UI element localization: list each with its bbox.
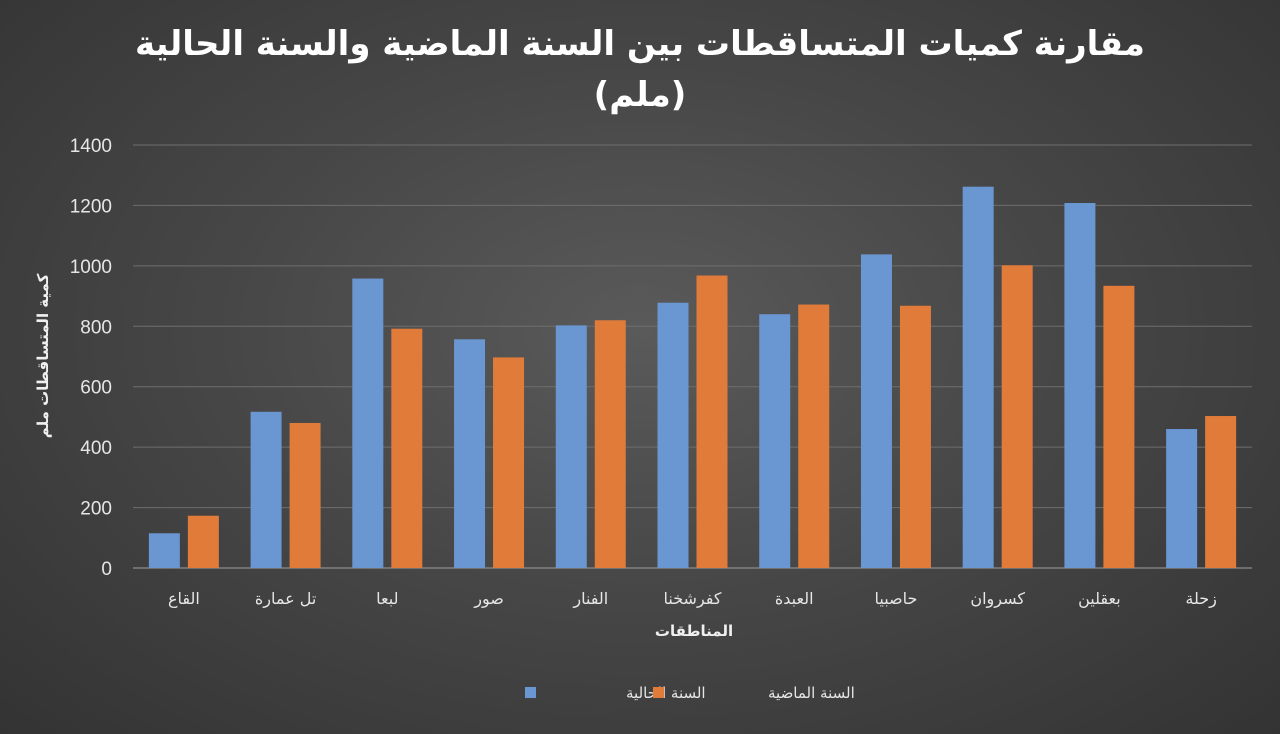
x-axis-ticks: القاع تل عمارة لبعا صور الفنار كفرشخنا العبدة ح… <box>168 589 1217 609</box>
bar-series1 <box>148 533 180 568</box>
bar-series2 <box>1103 285 1135 568</box>
x-tick-label: كفرشخنا <box>664 589 722 609</box>
x-tick-label: زحلة <box>1185 589 1217 609</box>
x-tick-label: صور <box>473 589 504 609</box>
bar-series1 <box>657 302 689 568</box>
bar-series2 <box>798 304 830 568</box>
bar-series2 <box>594 320 626 568</box>
bar-series2 <box>1001 265 1033 568</box>
legend-swatch <box>653 687 664 698</box>
bar-series1 <box>250 411 282 568</box>
x-tick-label: العبدة <box>775 589 814 608</box>
y-tick-label: 1400 <box>70 136 112 157</box>
y-tick-label: 800 <box>80 317 112 338</box>
chart-title-line1: مقارنة كميات المتساقطات بين السنة الماضي… <box>135 24 1145 64</box>
x-tick-label: القاع <box>168 589 200 609</box>
bar-series2 <box>899 305 931 568</box>
bar-series1 <box>555 325 587 568</box>
bar-series1 <box>962 186 994 568</box>
legend-swatch <box>525 687 536 698</box>
bar-series2 <box>391 328 423 568</box>
bar-series2 <box>1205 416 1237 568</box>
y-tick-label: 1200 <box>70 196 112 217</box>
bar-series2 <box>493 357 525 568</box>
bar-series1 <box>1064 203 1096 569</box>
y-tick-label: 200 <box>80 499 112 520</box>
bar-series1 <box>1166 429 1198 568</box>
bar-series2 <box>289 422 321 568</box>
y-tick-label: 1000 <box>70 257 112 278</box>
chart-title-line2: (ملم) <box>594 75 687 115</box>
y-tick-label: 400 <box>80 438 112 459</box>
legend-label: السنة الحالية <box>626 684 706 702</box>
x-tick-label: الفنار <box>572 589 608 609</box>
legend: السنة الحالية السنة الماضية <box>525 684 855 702</box>
y-axis-ticks: 0 200 400 600 800 1000 1200 1400 <box>70 136 112 580</box>
x-tick-label: بعقلين <box>1078 589 1121 609</box>
bar-series2 <box>696 275 728 568</box>
x-axis-title: المناطقات <box>655 622 733 640</box>
x-tick-label: تل عمارة <box>255 589 316 609</box>
x-tick-label: كسروان <box>970 589 1025 609</box>
bar-series1 <box>454 339 486 568</box>
x-tick-label: حاصبيا <box>875 589 918 608</box>
bar-series1 <box>759 314 791 568</box>
y-tick-label: 600 <box>80 378 112 399</box>
bar-series1 <box>352 278 384 568</box>
x-tick-label: لبعا <box>376 589 398 608</box>
bars <box>148 186 1237 569</box>
bar-series2 <box>187 515 219 568</box>
bar-series1 <box>860 254 892 568</box>
legend-label: السنة الماضية <box>768 684 855 702</box>
y-axis-title: كمية المتساقطات ملم <box>34 273 52 438</box>
y-tick-label: 0 <box>101 559 112 580</box>
